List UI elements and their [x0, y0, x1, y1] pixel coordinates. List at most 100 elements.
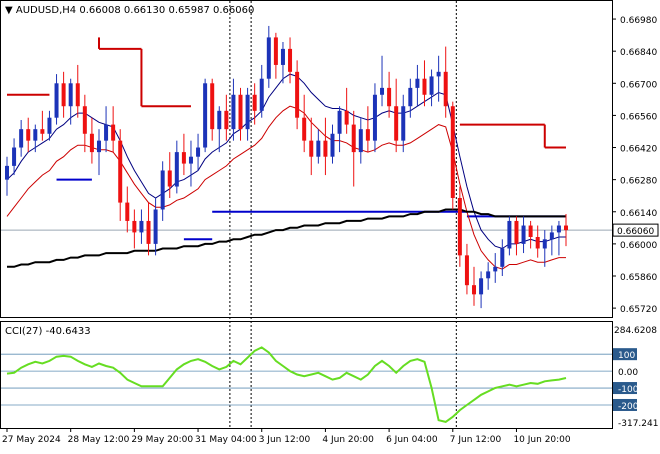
candle-body — [288, 48, 293, 72]
candle-body — [273, 37, 278, 65]
candle-body — [556, 225, 561, 233]
candle-body — [443, 71, 448, 107]
candle-body — [500, 248, 505, 267]
candle-body — [217, 110, 222, 130]
candle-body — [464, 255, 469, 286]
cci-level-label: -200 — [618, 402, 639, 412]
candle-body — [514, 220, 519, 244]
chart-header: ▼ AUDUSD,H4 0.66008 0.66130 0.65987 0.66… — [5, 5, 254, 16]
candle-body — [26, 129, 31, 141]
moving-average-line — [7, 208, 566, 268]
candle-body — [535, 237, 540, 249]
candle-body — [429, 76, 434, 95]
chart-symbol: AUDUSD,H4 — [16, 5, 76, 16]
time-label: 10 Jun 20:00 — [513, 435, 570, 445]
candle-body — [387, 87, 392, 107]
candle-body — [12, 147, 17, 166]
candle-body — [104, 124, 109, 141]
candle-body — [401, 106, 406, 141]
price-tick-label: 0.66700 — [620, 80, 657, 90]
candle-body — [33, 129, 38, 141]
cci-level-box — [613, 382, 637, 395]
cci-line — [6, 346, 567, 423]
candle-body — [472, 285, 477, 295]
candle-body — [68, 83, 73, 107]
candle-body — [61, 83, 66, 107]
price-tick-label: 0.65860 — [620, 273, 657, 283]
price-tick-label: 0.66000 — [620, 241, 657, 251]
ohlc-open: 0.66008 — [79, 5, 120, 16]
cci-level-label: 100 — [618, 351, 635, 361]
candle-body — [302, 117, 307, 141]
time-label: 27 May 2024 — [2, 435, 61, 445]
price-tick-label: 0.66280 — [620, 177, 657, 187]
candle-body — [380, 87, 385, 95]
candle-body — [132, 220, 137, 233]
candle-body — [19, 129, 24, 148]
candle-body — [394, 106, 399, 141]
candle-body — [266, 37, 271, 79]
candle-body — [139, 220, 144, 233]
candle-body — [181, 152, 186, 164]
candle-body — [372, 94, 377, 141]
candle-body — [146, 220, 151, 244]
candle-body — [238, 94, 243, 130]
candle-body — [231, 94, 236, 130]
time-label: 28 May 12:00 — [68, 435, 130, 445]
candle-body — [457, 198, 462, 256]
candle-body — [450, 106, 455, 198]
candle-body — [5, 165, 9, 180]
candle-body — [89, 133, 94, 153]
candle-body — [309, 140, 314, 157]
candle-body — [408, 87, 413, 107]
candle-body — [259, 78, 264, 111]
candle-body — [507, 220, 512, 249]
price-tick-label: 0.66840 — [620, 48, 657, 58]
candle-body — [174, 152, 179, 187]
cci-level-label: 0.00 — [618, 368, 638, 378]
cci-level-box — [613, 348, 637, 361]
cci-min-label: -317.241 — [618, 419, 658, 429]
candle-body — [344, 110, 349, 125]
candle-body — [82, 106, 87, 134]
cci-level-box — [613, 398, 637, 411]
ohlc-close: 0.66060 — [213, 5, 254, 16]
candle-body — [280, 48, 285, 65]
candle-body — [210, 83, 215, 130]
candle-body — [40, 129, 45, 134]
candle-body — [153, 209, 158, 244]
price-tick-label: 0.66140 — [620, 209, 657, 219]
candle-body — [111, 124, 116, 141]
candle-body — [167, 170, 172, 187]
candle-body — [125, 202, 130, 221]
candle-body — [365, 129, 370, 141]
candle-body — [47, 117, 52, 134]
candle-body — [358, 129, 363, 153]
candle-body — [337, 110, 342, 134]
candle-body — [521, 225, 526, 244]
price-tick-label: 0.66560 — [620, 112, 657, 122]
candle-body — [479, 278, 484, 295]
current-price-box — [612, 223, 659, 237]
candle-body — [160, 170, 165, 210]
candle-body — [549, 232, 554, 240]
candle-body — [118, 140, 123, 203]
candle-body — [96, 140, 101, 153]
candle-body — [542, 239, 547, 249]
cci-level-label: -100 — [618, 385, 639, 395]
time-label: 3 Jun 12:00 — [259, 435, 311, 445]
candle-body — [422, 78, 427, 95]
time-label: 31 May 04:00 — [195, 435, 257, 445]
price-tick-label: 0.66980 — [620, 16, 657, 26]
candle-body — [564, 225, 568, 231]
time-label: 6 Jun 04:00 — [386, 435, 438, 445]
candle-body — [224, 110, 229, 130]
candle-body — [493, 266, 498, 272]
candle-body — [54, 83, 59, 118]
candle-body — [486, 271, 491, 279]
candle-body — [323, 140, 328, 157]
time-label: 7 Jun 12:00 — [450, 435, 502, 445]
candle-body — [351, 124, 356, 153]
